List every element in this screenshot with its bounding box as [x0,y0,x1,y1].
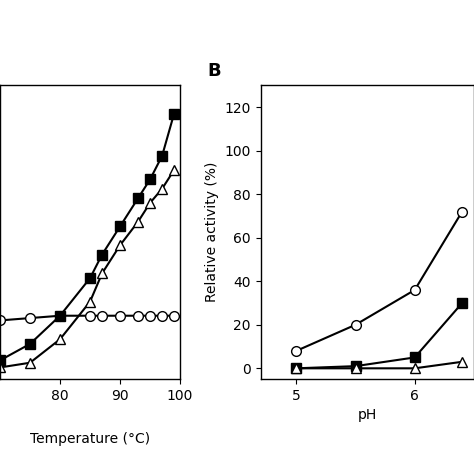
Y-axis label: Relative activity (%): Relative activity (%) [205,162,219,302]
Text: B: B [208,62,221,80]
X-axis label: pH: pH [358,409,377,422]
X-axis label: Temperature (°C): Temperature (°C) [30,432,150,446]
